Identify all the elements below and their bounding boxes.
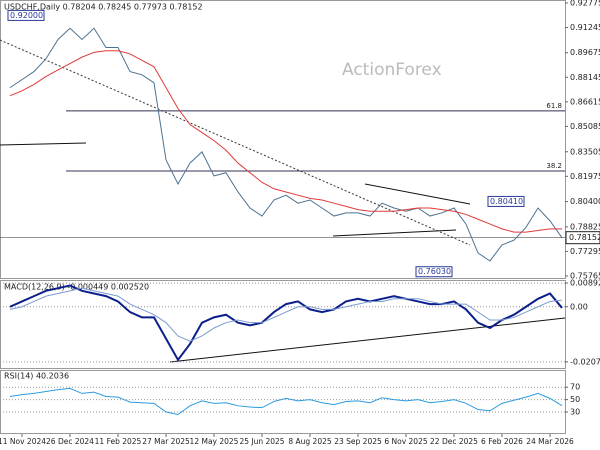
x-tick-label: 27 Mar 2025 [142, 437, 190, 446]
price-box [565, 231, 600, 245]
y-tick-label: 0.88145 [570, 73, 600, 82]
y-tick-label: 0.008923 [570, 279, 600, 288]
y-tick-label: 0.86615 [570, 97, 600, 106]
channel-line [332, 229, 457, 237]
rsi-panel [0, 370, 566, 434]
y-tick-label: 30 [570, 408, 580, 417]
y-tick-label: 0.91245 [570, 23, 600, 32]
rsi-title: RSI(14) 40.2036 [4, 372, 69, 381]
macd-panel [0, 280, 566, 369]
series-line [9, 50, 562, 233]
x-tick-label: 11 Feb 2025 [95, 437, 142, 446]
x-tick-label: 25 Jun 2025 [239, 437, 284, 446]
series-line [9, 27, 563, 262]
y-tick-label: 50 [570, 395, 580, 404]
y-tick-label: 0.00 [570, 302, 588, 311]
x-tick-label: 8 Aug 2025 [288, 437, 331, 446]
x-tick-label: 12 May 2025 [190, 437, 239, 446]
series-line [9, 387, 563, 416]
y-tick-label: 0.80400 [570, 197, 600, 206]
chart-title: USDCHF,Daily 0.78204 0.78245 0.77973 0.7… [4, 3, 203, 12]
trend-line [0, 39, 471, 246]
annotation-box [487, 195, 525, 207]
macd-trend-line [169, 317, 566, 363]
annotation-label: 0.80410 [490, 197, 523, 206]
fib-label: 61.8 [546, 102, 562, 110]
annotation-box [7, 9, 45, 21]
y-tick-label: 0.85085 [570, 122, 600, 131]
series-line [9, 287, 563, 342]
macd-title: MACD(12,26,9) -0.000449 0.002520 [4, 283, 149, 292]
x-tick-label: 11 Nov 2024 [0, 437, 46, 446]
annotation-label: 0.76030 [418, 267, 451, 276]
y-tick-label: -0.020759 [570, 357, 600, 366]
x-tick-label: 6 Nov 2025 [384, 437, 427, 446]
y-tick-label: 0.78825 [570, 222, 600, 231]
price-label: 0.78152 [569, 233, 600, 242]
channel-line [364, 183, 471, 205]
series-line [9, 284, 563, 362]
y-tick-label: 0.77295 [570, 247, 600, 256]
price-panel [0, 0, 566, 279]
y-tick-label: 70 [570, 383, 580, 392]
y-tick-label: 0.89675 [570, 48, 600, 57]
support-line [0, 142, 87, 146]
y-tick-label: 0.81975 [570, 172, 600, 181]
y-tick-label: 0.83505 [570, 147, 600, 156]
y-tick-label: 0.92775 [570, 0, 600, 7]
annotation-box [415, 266, 453, 278]
x-tick-label: 6 Feb 2026 [481, 437, 523, 446]
annotation-label: 0.92000 [10, 11, 43, 20]
y-tick-label: 0.75765 [570, 271, 600, 280]
watermark: ActionForex [342, 60, 442, 80]
x-tick-label: 26 Dec 2024 [46, 437, 94, 446]
x-tick-label: 24 Mar 2026 [526, 437, 574, 446]
fib-label: 38.2 [546, 162, 562, 170]
x-tick-label: 23 Sep 2025 [334, 437, 382, 446]
x-tick-label: 22 Dec 2025 [430, 437, 478, 446]
